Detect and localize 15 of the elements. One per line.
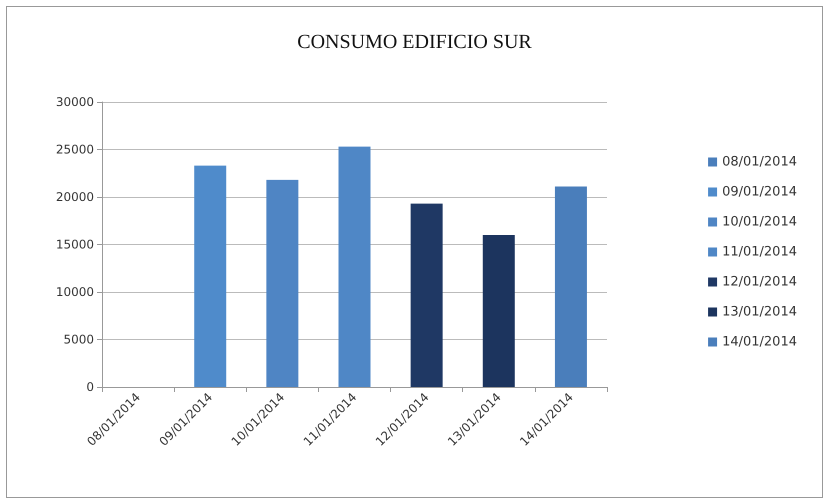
y-tick-label: 30000 [56, 95, 94, 109]
y-tick-label: 15000 [56, 238, 94, 252]
legend-label: 08/01/2014 [722, 154, 798, 170]
y-tick-label: 0 [86, 380, 94, 394]
legend-label: 10/01/2014 [722, 214, 798, 230]
legend-label: 14/01/2014 [722, 334, 798, 350]
legend-label: 13/01/2014 [722, 304, 798, 320]
chart-title: CONSUMO EDIFICIO SUR [297, 31, 532, 53]
y-tick-label: 25000 [56, 142, 94, 156]
legend-label: 09/01/2014 [722, 184, 798, 200]
y-tick-label: 20000 [56, 190, 94, 204]
y-tick-label: 10000 [56, 285, 94, 299]
legend-label: 12/01/2014 [722, 274, 798, 290]
legend-label: 11/01/2014 [722, 244, 798, 260]
y-tick-label: 5000 [63, 332, 94, 346]
